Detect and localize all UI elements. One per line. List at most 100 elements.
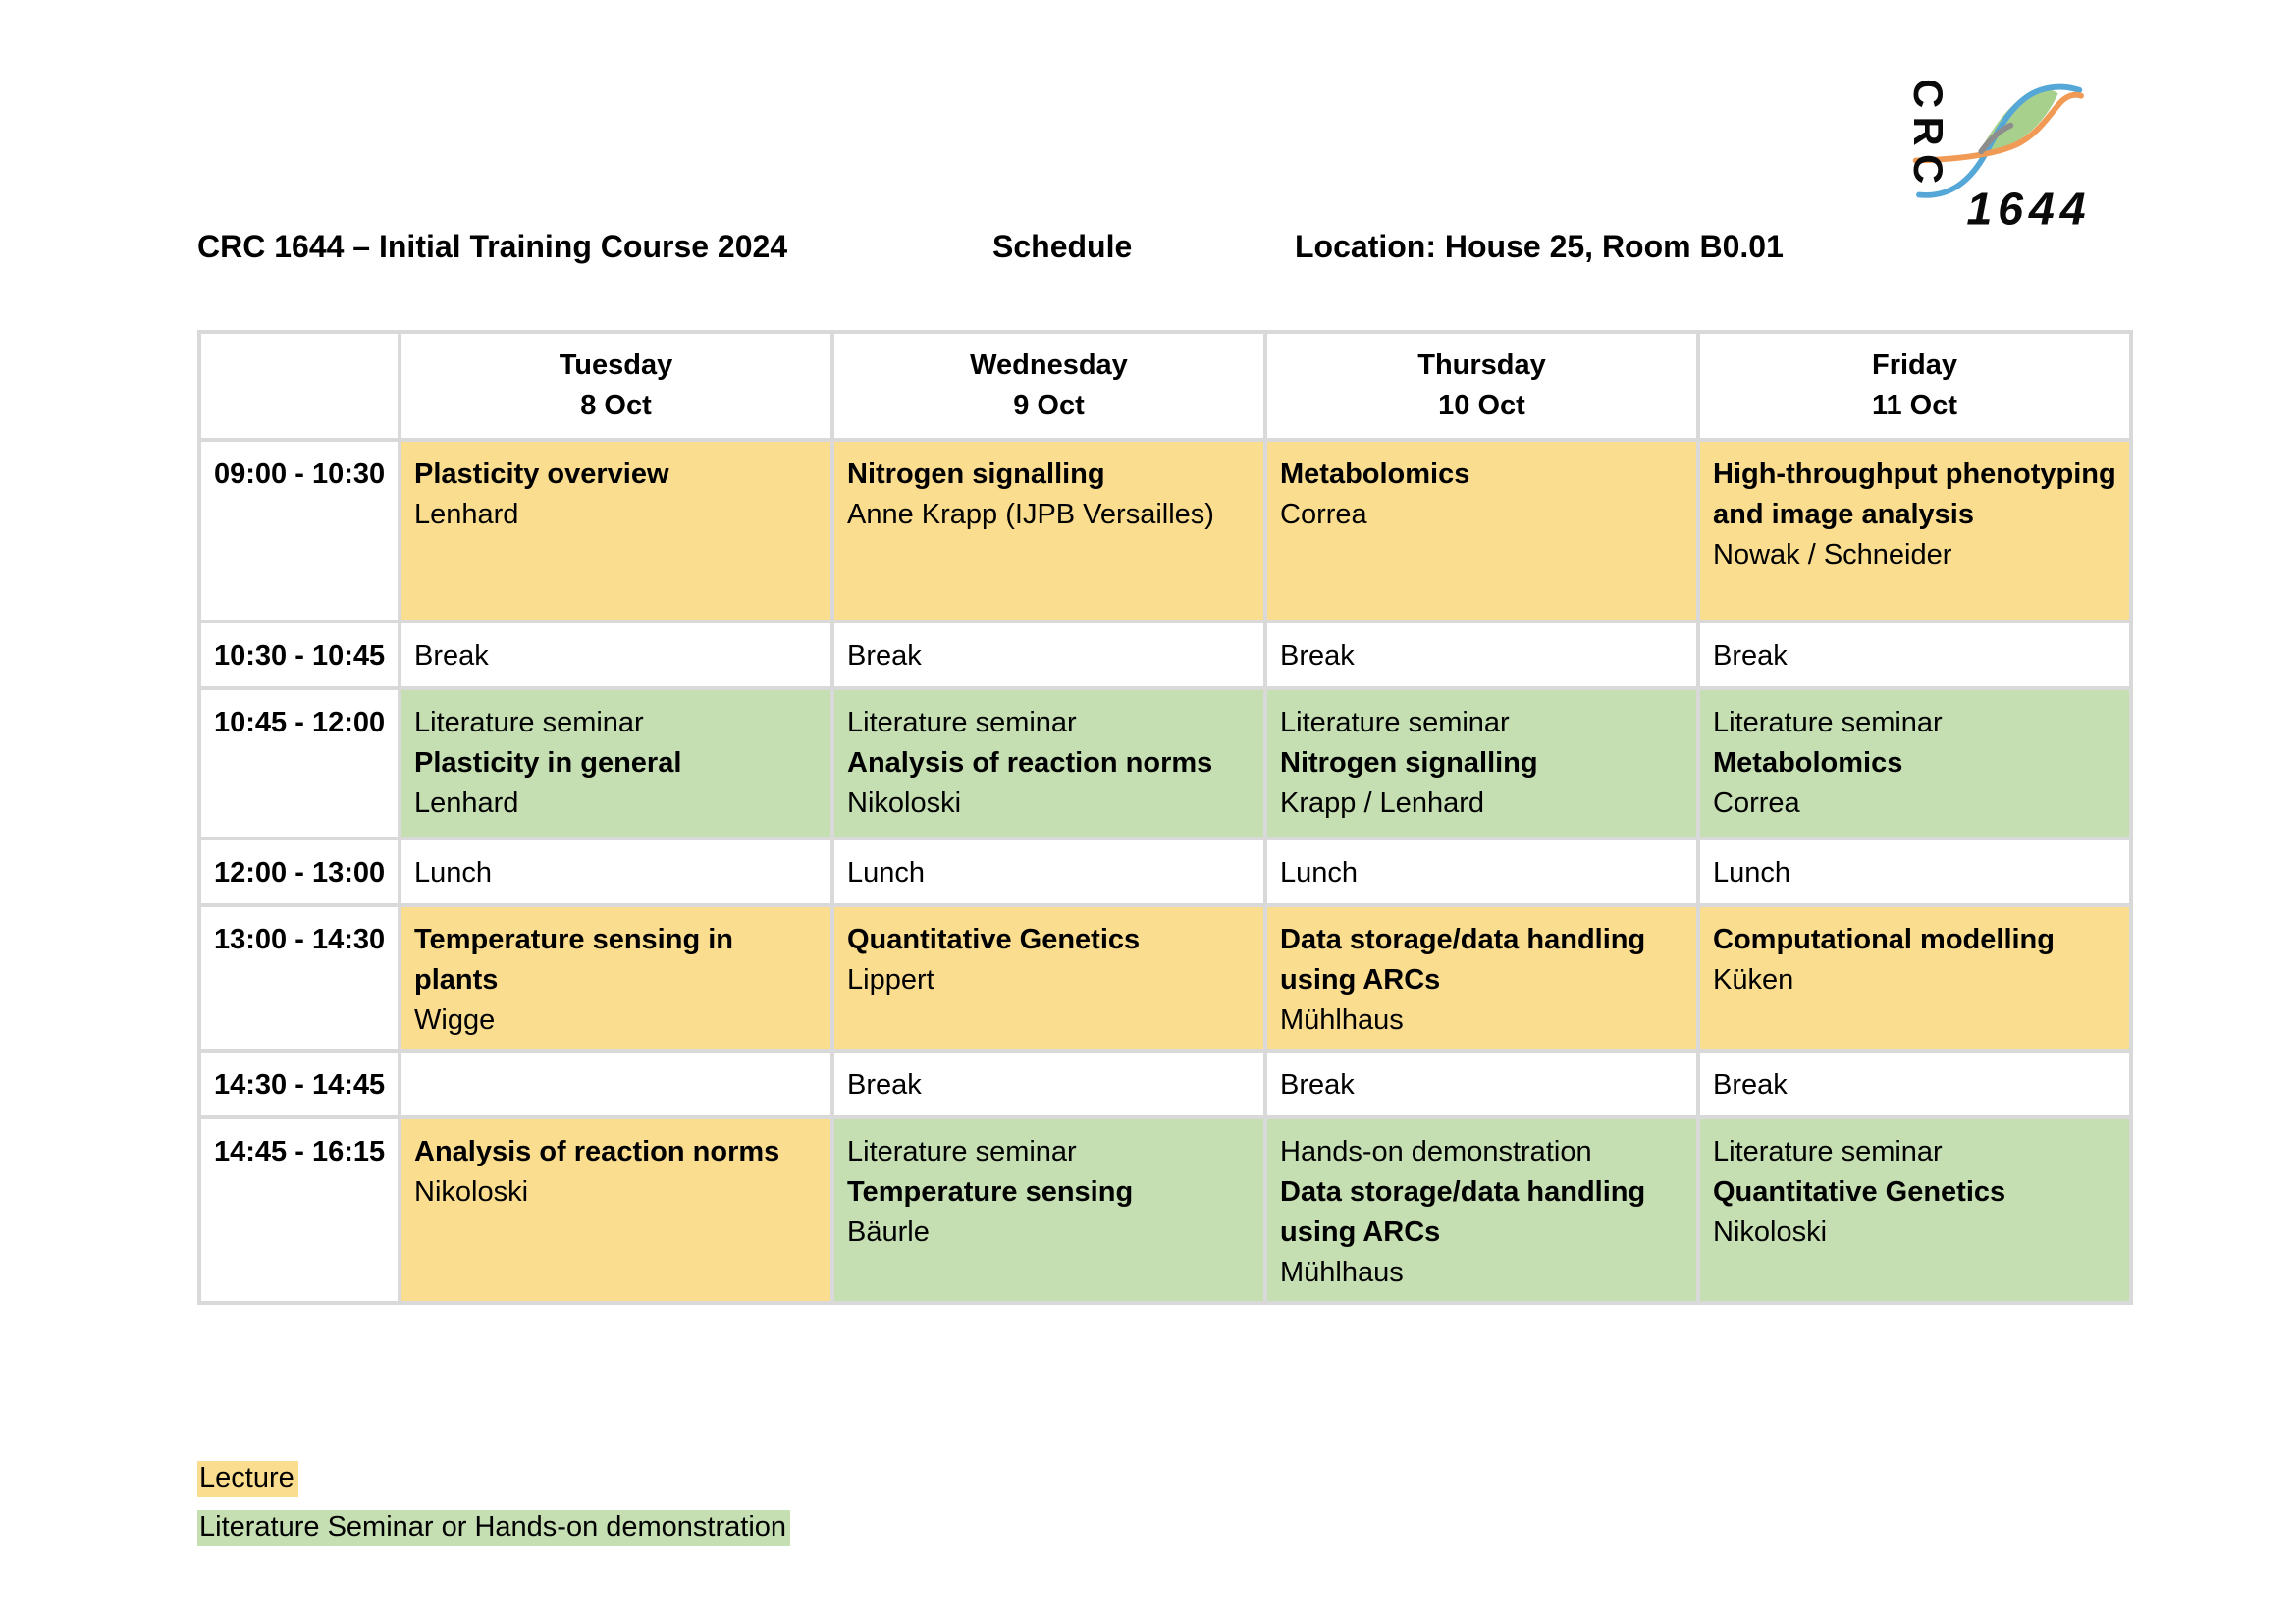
- session-text: Hands-on demonstration: [1280, 1136, 1592, 1167]
- schedule-cell: Temperature sensing in plants Wigge: [398, 903, 834, 1053]
- table-row: 10:45 - 12:00 Literature seminar Plasticit…: [197, 686, 2133, 840]
- schedule-label: Schedule: [992, 229, 1133, 264]
- schedule-cell: Analysis of reaction norms Nikoloski: [398, 1115, 834, 1305]
- time-cell: 14:45 - 16:15: [197, 1115, 401, 1305]
- day-name: Wednesday: [970, 350, 1128, 381]
- logo-number-text: 1644: [1966, 184, 2091, 234]
- session-title: Computational modelling: [1713, 924, 2055, 955]
- schedule-cell: Literature seminar Temperature sensing Bäu…: [830, 1115, 1267, 1305]
- session-text: Nowak / Schneider: [1713, 539, 1952, 570]
- session-title: Plasticity overview: [414, 459, 669, 490]
- session-text: Mühlhaus: [1280, 1004, 1404, 1036]
- table-row: 14:45 - 16:15 Analysis of reaction norms N…: [197, 1115, 2133, 1305]
- session-text: Bäurle: [847, 1217, 930, 1248]
- session-text: Correa: [1280, 499, 1367, 530]
- time-cell: 10:30 - 10:45: [197, 620, 401, 690]
- session-text: Nikoloski: [414, 1176, 529, 1208]
- session-title: Quantitative Genetics: [1713, 1176, 2006, 1208]
- schedule-cell: Break: [1263, 1049, 1700, 1119]
- time-cell: 12:00 - 13:00: [197, 837, 401, 907]
- session-text: Wigge: [414, 1004, 496, 1036]
- logo-leaf-shape: [1976, 89, 2058, 158]
- schedule-cell: Literature seminar Quantitative Genetics N…: [1696, 1115, 2133, 1305]
- logo-orange-curve: [1912, 91, 2084, 164]
- session-text: Nikoloski: [1713, 1217, 1828, 1248]
- schedule-cell: Lunch: [1263, 837, 1700, 907]
- session-title: High-throughput phenotyping and image an…: [1713, 459, 2116, 530]
- schedule-cell: Lunch: [830, 837, 1267, 907]
- schedule-cell: Literature seminar Plasticity in general L…: [398, 686, 834, 840]
- time-cell: 10:45 - 12:00: [197, 686, 401, 840]
- session-text: Lunch: [414, 857, 493, 889]
- schedule-cell: Metabolomics Correa: [1263, 438, 1700, 623]
- session-text: Break: [414, 640, 489, 672]
- session-title: Data storage/data handling using ARCs: [1280, 1176, 1646, 1248]
- logo-blue-curve: [1916, 83, 2083, 198]
- legend-item-seminar: Literature Seminar or Hands-on demonstra…: [197, 1510, 791, 1546]
- session-title: Temperature sensing in plants: [414, 924, 733, 996]
- schedule-cell: Literature seminar Analysis of reaction n…: [830, 686, 1267, 840]
- session-text: Küken: [1713, 964, 1794, 996]
- session-title: Data storage/data handling using ARCs: [1280, 924, 1646, 996]
- schedule-cell: Break: [1263, 620, 1700, 690]
- session-text: Literature seminar: [1280, 707, 1510, 738]
- logo-gray-curve: [1978, 122, 2014, 155]
- schedule-cell: Literature seminar Metabolomics Correa: [1696, 686, 2133, 840]
- session-text: Literature seminar: [414, 707, 644, 738]
- legend-label: Lecture: [197, 1461, 298, 1497]
- legend: Lecture Literature Seminar or Hands-on d…: [197, 1461, 791, 1559]
- schedule-cell: Break: [398, 620, 834, 690]
- session-title: Nitrogen signalling: [1280, 747, 1538, 779]
- day-header-tuesday: Tuesday 8 Oct: [398, 330, 834, 442]
- session-text: Literature seminar: [1713, 707, 1943, 738]
- day-date: 9 Oct: [1013, 390, 1085, 421]
- schedule-cell: Break: [830, 620, 1267, 690]
- session-title: Analysis of reaction norms: [414, 1136, 780, 1167]
- session-text: Literature seminar: [1713, 1136, 1943, 1167]
- day-header-wednesday: Wednesday 9 Oct: [830, 330, 1267, 442]
- session-text: Break: [1280, 1069, 1355, 1101]
- logo-crc-text: CRC: [1905, 79, 1951, 191]
- schedule-cell: Nitrogen signalling Anne Krapp (IJPB Vers…: [830, 438, 1267, 623]
- time-cell: 09:00 - 10:30: [197, 438, 401, 623]
- session-title: Metabolomics: [1713, 747, 1903, 779]
- schedule-cell: High-throughput phenotyping and image an…: [1696, 438, 2133, 623]
- crc-logo: CRC 1644: [1905, 79, 2091, 234]
- session-text: Lenhard: [414, 499, 519, 530]
- session-text: Literature seminar: [847, 707, 1077, 738]
- time-cell: 13:00 - 14:30: [197, 903, 401, 1053]
- schedule-cell: Break: [830, 1049, 1267, 1119]
- session-title: Analysis of reaction norms: [847, 747, 1213, 779]
- session-text: Lenhard: [414, 787, 519, 819]
- session-title: Nitrogen signalling: [847, 459, 1105, 490]
- session-title: Quantitative Genetics: [847, 924, 1141, 955]
- page-title: CRC 1644 – Initial Training Course 2024: [197, 229, 788, 264]
- day-date: 11 Oct: [1871, 390, 1958, 421]
- schedule-cell: Quantitative Genetics Lippert: [830, 903, 1267, 1053]
- schedule-cell: Plasticity overview Lenhard: [398, 438, 834, 623]
- corner-cell: [197, 330, 401, 442]
- day-header-thursday: Thursday 10 Oct: [1263, 330, 1700, 442]
- session-text: Lunch: [1280, 857, 1359, 889]
- schedule-cell: Literature seminar Nitrogen signalling Kra…: [1263, 686, 1700, 840]
- schedule-cell: Computational modelling Küken: [1696, 903, 2133, 1053]
- session-text: Nikoloski: [847, 787, 962, 819]
- day-date: 8 Oct: [580, 390, 652, 421]
- schedule-cell: Hands-on demonstration Data storage/data …: [1263, 1115, 1700, 1305]
- table-row: 13:00 - 14:30 Temperature sensing in plan…: [197, 903, 2133, 1053]
- session-text: Krapp / Lenhard: [1280, 787, 1484, 819]
- session-text: Break: [847, 1069, 922, 1101]
- legend-item-lecture: Lecture: [197, 1461, 790, 1497]
- schedule-cell: Lunch: [398, 837, 834, 907]
- schedule-cell: [398, 1049, 834, 1119]
- session-text: Lippert: [847, 964, 934, 996]
- session-text: Break: [1280, 640, 1355, 672]
- legend-label: Literature Seminar or Hands-on demonstra…: [197, 1510, 791, 1546]
- session-text: Mühlhaus: [1280, 1257, 1404, 1288]
- table-row: 12:00 - 13:00 Lunch Lunch Lunch Lunch: [197, 837, 2133, 907]
- session-title: Plasticity in general: [414, 747, 682, 779]
- session-title: Metabolomics: [1280, 459, 1470, 490]
- session-text: Anne Krapp (IJPB Versailles): [847, 499, 1214, 530]
- schedule-body: 09:00 - 10:30 Plasticity overview Lenhard N…: [197, 438, 2133, 1305]
